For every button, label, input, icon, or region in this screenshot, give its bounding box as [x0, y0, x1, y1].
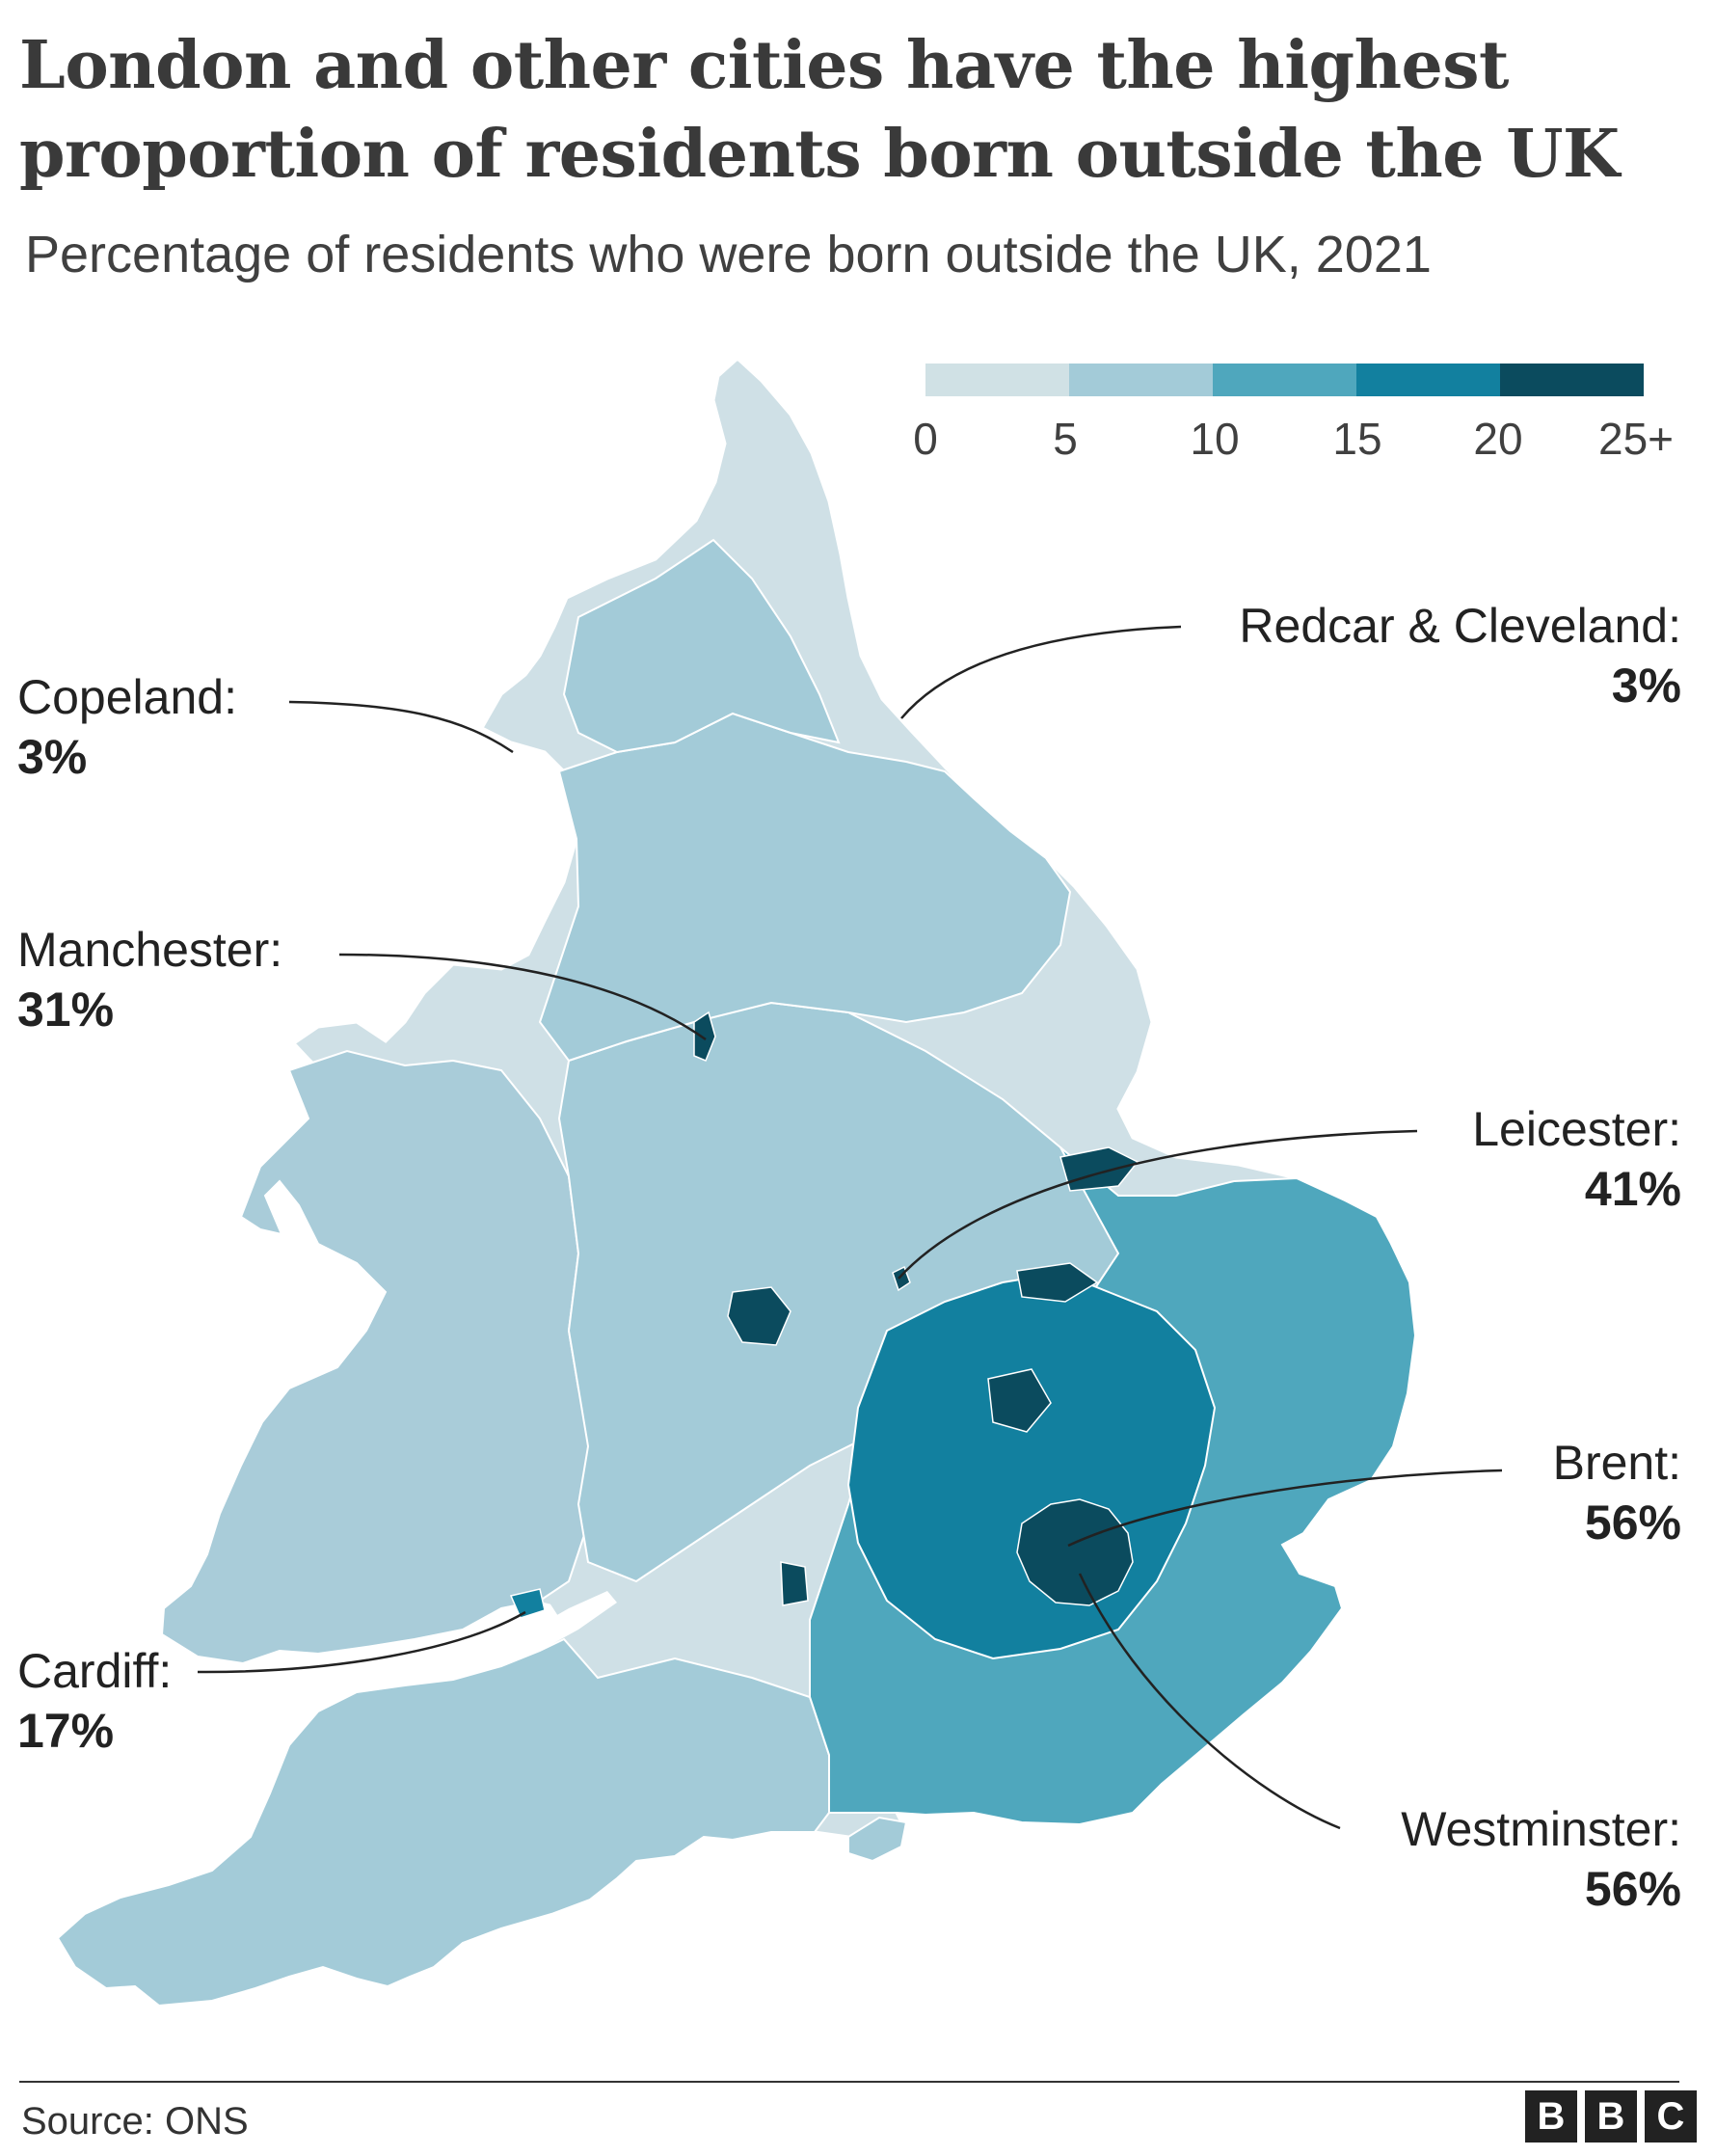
callout-value: 3% [1611, 659, 1681, 713]
leader-lines [197, 625, 1503, 1830]
region-luton [987, 1368, 1052, 1433]
leader-westminster [1078, 1573, 1341, 1830]
callout-value: 3% [17, 730, 88, 784]
leader-brent [1067, 1469, 1503, 1548]
callout-value: 31% [17, 983, 115, 1037]
legend-tick-25-plus: 25+ [1597, 414, 1675, 464]
leader-manchester [338, 953, 707, 1041]
region-leicester [892, 1265, 911, 1292]
callout-value: 41% [1584, 1162, 1681, 1216]
callout-redcar-cleveland: Redcar & Cleveland: 3% [1239, 596, 1681, 715]
callout-brent: Brent: 56% [1553, 1433, 1681, 1552]
shaded-regions [56, 538, 1417, 2008]
callout-value: 56% [1584, 1496, 1681, 1550]
region-north [538, 712, 1072, 1063]
isle-of-wight [847, 1816, 908, 1863]
bbc-logo: B B C [1525, 2090, 1697, 2143]
leader-copeland [288, 700, 514, 754]
legend-tick-0: 0 [913, 414, 938, 464]
source-note: Source: ONS [21, 2100, 249, 2143]
bbc-logo-block: B [1525, 2090, 1577, 2143]
callout-manchester: Manchester: 31% [17, 920, 282, 1039]
region-swindon [780, 1561, 809, 1606]
callout-copeland: Copeland: 3% [17, 667, 237, 787]
legend-tick-10: 10 [1190, 414, 1240, 464]
region-greater-london [1016, 1498, 1134, 1606]
legend-swatch-5-10 [1069, 364, 1213, 396]
region-manchester [693, 1011, 716, 1062]
chart-subtitle: Percentage of residents who were born ou… [25, 226, 1432, 283]
callout-value: 56% [1584, 1862, 1681, 1916]
chart-title: London and other cities have the highest… [19, 27, 1620, 193]
legend-swatch-15-20 [1356, 364, 1500, 396]
callout-name: Redcar & Cleveland: [1239, 599, 1681, 653]
legend-swatch-10-15 [1213, 364, 1356, 396]
legend-tick-5: 5 [1053, 414, 1078, 464]
bbc-logo-block: C [1645, 2090, 1697, 2143]
region-wales [160, 1049, 600, 1665]
leader-redcar [900, 625, 1182, 719]
callout-name: Copeland: [17, 670, 237, 724]
bbc-logo-block: B [1585, 2090, 1637, 2143]
callout-name: Westminster: [1401, 1802, 1681, 1856]
callout-cardiff: Cardiff: 17% [17, 1641, 172, 1761]
england-wales-map [56, 356, 1503, 2008]
leader-cardiff [197, 1610, 526, 1674]
region-south-west [56, 1637, 830, 2008]
callout-name: Leicester: [1472, 1102, 1681, 1156]
region-cambridge [1016, 1262, 1099, 1303]
legend-tick-20: 20 [1473, 414, 1523, 464]
callout-name: Brent: [1552, 1436, 1681, 1490]
region-birmingham [727, 1286, 791, 1346]
legend-swatch-0-5 [925, 364, 1069, 396]
callout-value: 17% [17, 1704, 115, 1758]
severn-estuary [487, 1591, 617, 1666]
callout-name: Cardiff: [17, 1644, 173, 1698]
legend-swatch-20-25 [1500, 364, 1644, 396]
callout-name: Manchester: [17, 923, 283, 977]
legend-tick-15: 15 [1332, 414, 1382, 464]
region-north-east [562, 538, 841, 754]
callout-westminster: Westminster: 56% [1401, 1799, 1681, 1919]
region-cardiff [509, 1588, 546, 1619]
footer-divider [19, 2081, 1679, 2083]
callout-leicester: Leicester: 41% [1472, 1099, 1681, 1219]
leader-leicester [898, 1129, 1418, 1280]
